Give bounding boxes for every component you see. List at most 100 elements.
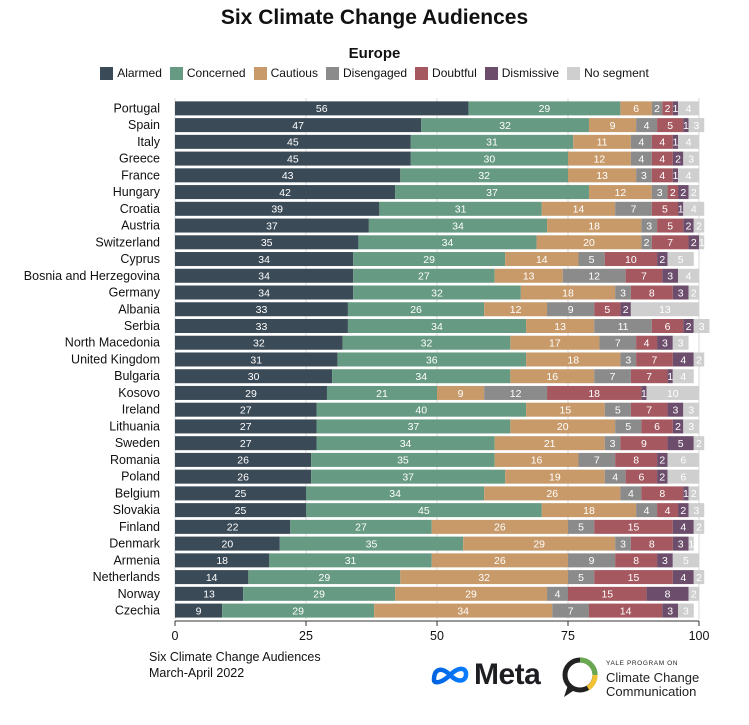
data-label-dismissive: 4: [680, 522, 686, 534]
data-label-dismissive: 5: [678, 438, 684, 450]
bar-concerned: [358, 235, 537, 250]
data-label-alarmed: 27: [240, 421, 252, 433]
bar-alarmed: [175, 486, 306, 501]
bar-cautious: [568, 168, 637, 183]
bar-no-segment: [646, 385, 699, 400]
bar-dismissive: [678, 201, 684, 216]
data-label-dismissive: 2: [623, 304, 629, 316]
data-label-no-segment: 10: [667, 388, 679, 400]
bar-dismissive: [620, 302, 631, 317]
data-label-cautious: 13: [596, 170, 608, 182]
data-label-alarmed: 47: [292, 120, 304, 132]
data-label-concerned: 29: [313, 589, 325, 601]
data-label-concerned: 32: [431, 287, 443, 299]
category-label: Croatia: [120, 202, 160, 216]
bar-concerned: [410, 134, 574, 149]
bar-concerned: [306, 486, 485, 501]
bar-concerned: [353, 285, 521, 300]
bar-disengaged: [630, 134, 652, 149]
bar-cautious: [494, 452, 579, 467]
data-label-no-segment: 6: [680, 471, 686, 483]
bar-doubtful: [636, 335, 658, 350]
data-label-alarmed: 30: [248, 371, 260, 383]
bar-alarmed: [175, 553, 270, 568]
data-label-dismissive: 3: [667, 605, 673, 617]
bar-cautious: [620, 101, 652, 116]
category-label: Slovakia: [113, 503, 160, 517]
data-label-alarmed: 27: [240, 438, 252, 450]
data-label-disengaged: 7: [631, 204, 637, 216]
bar-disengaged: [594, 318, 652, 333]
bar-cautious: [431, 553, 568, 568]
data-label-cautious: 18: [588, 220, 600, 232]
bar-no-segment: [683, 419, 699, 434]
data-label-disengaged: 5: [625, 421, 631, 433]
bar-doubtful: [620, 436, 668, 451]
data-label-no-segment: 2: [696, 438, 702, 450]
category-label: Lithuania: [109, 419, 160, 433]
bar-disengaged: [651, 185, 668, 200]
data-label-cautious: 12: [510, 304, 522, 316]
bar-alarmed: [175, 335, 343, 350]
bar-doubtful: [568, 586, 647, 601]
bar-concerned: [468, 101, 621, 116]
data-label-disengaged: 7: [610, 371, 616, 383]
bar-alarmed: [175, 603, 223, 618]
data-label-no-segment: 5: [678, 254, 684, 266]
category-label: Armenia: [113, 553, 160, 567]
bar-cautious: [510, 335, 600, 350]
bar-doubtful: [630, 536, 673, 551]
bar-doubtful: [651, 235, 689, 250]
data-label-doubtful: 4: [659, 170, 665, 182]
data-label-disengaged: 4: [638, 137, 644, 149]
bar-cautious: [494, 268, 563, 283]
data-label-disengaged: 3: [657, 187, 663, 199]
legend-label-disengaged: Disengaged: [342, 66, 408, 80]
bar-alarmed: [175, 151, 411, 166]
data-label-cautious: 6: [633, 103, 639, 115]
bar-disengaged: [636, 503, 658, 518]
data-label-alarmed: 42: [279, 187, 291, 199]
data-label-alarmed: 25: [235, 505, 247, 517]
bar-concerned: [353, 252, 506, 267]
bar-concerned: [311, 452, 495, 467]
bar-doubtful: [667, 185, 679, 200]
data-label-doubtful: 14: [620, 605, 632, 617]
data-label-alarmed: 39: [271, 204, 283, 216]
chart-title: Six Climate Change Audiences: [220, 6, 529, 29]
data-label-doubtful: 7: [641, 271, 647, 283]
data-label-doubtful: 8: [633, 555, 639, 567]
data-label-alarmed: 26: [237, 471, 249, 483]
category-label: France: [121, 168, 160, 182]
bar-concerned: [222, 603, 375, 618]
data-label-disengaged: 11: [618, 321, 629, 333]
bar-doubtful: [641, 419, 673, 434]
data-label-concerned: 29: [318, 572, 330, 584]
data-label-concerned: 31: [455, 204, 467, 216]
category-label: United Kingdom: [71, 352, 160, 366]
bar-dismissive: [672, 151, 684, 166]
data-label-concerned: 21: [376, 388, 388, 400]
bar-concerned: [248, 570, 401, 585]
bar-alarmed: [175, 369, 333, 384]
legend-label-alarmed: Alarmed: [117, 66, 162, 80]
data-label-no-segment: 13: [659, 304, 671, 316]
data-label-doubtful: 6: [654, 421, 660, 433]
bar-doubtful: [651, 318, 684, 333]
bar-no-segment: [630, 302, 699, 317]
data-label-dismissive: 1: [667, 371, 673, 383]
bar-doubtful: [615, 553, 658, 568]
bar-dismissive: [672, 101, 679, 116]
bar-no-segment: [667, 469, 699, 484]
data-label-concerned: 27: [418, 271, 430, 283]
bar-doubtful: [630, 402, 668, 417]
data-label-alarmed: 22: [227, 522, 239, 534]
data-label-cautious: 20: [583, 237, 595, 249]
data-label-concerned: 26: [410, 304, 422, 316]
bar-cautious: [400, 570, 568, 585]
legend-item-cautious: Cautious: [253, 66, 318, 80]
legend-label-dismissive: Dismissive: [501, 66, 560, 80]
bar-no-segment: [688, 185, 699, 200]
bar-disengaged: [615, 419, 642, 434]
bar-dismissive: [678, 185, 689, 200]
